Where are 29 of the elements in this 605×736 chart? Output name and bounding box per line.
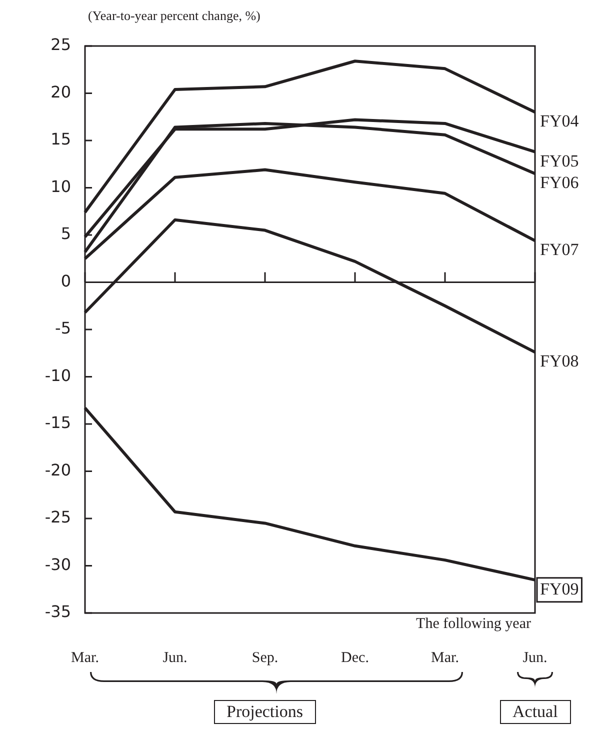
y-tick-label: -15 xyxy=(44,413,71,432)
x-tick-label: Mar. xyxy=(71,650,99,666)
x-tick-label: Mar. xyxy=(431,650,459,666)
y-tick-label: 5 xyxy=(60,224,71,244)
x-tick-label: Jun. xyxy=(162,650,188,666)
y-tick-label: 25 xyxy=(50,35,71,54)
series-label: FY04 xyxy=(540,112,580,131)
y-tick-label: -35 xyxy=(44,602,71,622)
y-tick-label: -20 xyxy=(44,460,71,480)
y-tick-label: 20 xyxy=(50,82,71,102)
text: Actual xyxy=(500,700,571,724)
y-tick-label: -25 xyxy=(44,508,71,527)
series-label: FY05 xyxy=(540,151,579,170)
text: Projections xyxy=(214,700,316,724)
text: The following year xyxy=(416,616,531,633)
series-label: FY07 xyxy=(540,240,580,260)
y-tick-label: 15 xyxy=(50,130,71,149)
y-tick-label: 0 xyxy=(60,271,71,290)
y-tick-label: -30 xyxy=(44,554,71,574)
y-tick-label: 10 xyxy=(50,176,71,196)
series-label: FY09 xyxy=(540,579,579,598)
series-label: FY08 xyxy=(540,352,579,371)
y-axis-title: (Year-to-year percent change, %) xyxy=(88,8,260,24)
y-tick-label: -10 xyxy=(44,366,71,385)
x-tick-label: Sep. xyxy=(252,650,278,666)
series-label: FY06 xyxy=(540,173,579,192)
x-tick-label: Dec. xyxy=(341,650,369,666)
x-tick-label: Jun. xyxy=(522,650,548,666)
y-tick-label: -5 xyxy=(55,318,71,338)
